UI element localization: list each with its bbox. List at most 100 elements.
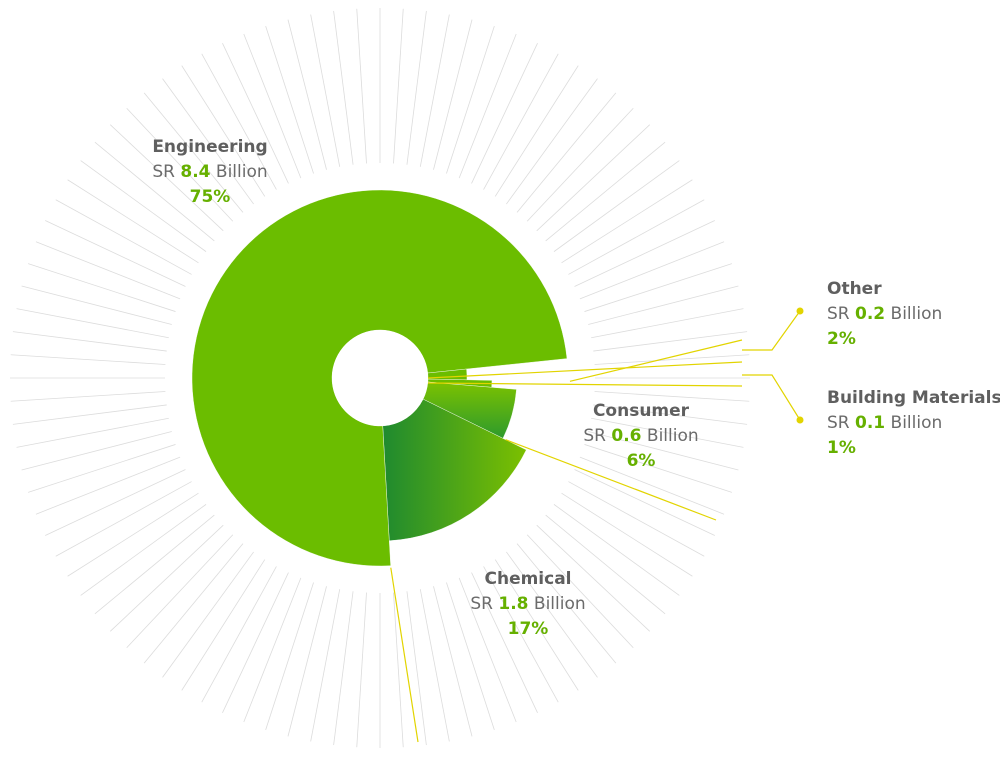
background-ray bbox=[12, 331, 167, 352]
background-ray bbox=[591, 308, 744, 339]
background-ray bbox=[594, 354, 750, 365]
background-ray bbox=[126, 534, 234, 648]
leader-line-chemical bbox=[390, 567, 419, 743]
background-ray bbox=[588, 431, 739, 471]
background-ray bbox=[419, 589, 450, 742]
background-ray bbox=[593, 331, 748, 352]
background-ray bbox=[265, 582, 314, 731]
slice-value: 1.8 bbox=[498, 594, 529, 614]
slice-value: 8.4 bbox=[180, 162, 211, 182]
leader-dot-other bbox=[796, 307, 804, 315]
background-ray bbox=[201, 566, 277, 703]
background-ray bbox=[333, 10, 354, 165]
background-ray bbox=[393, 8, 404, 164]
background-ray bbox=[94, 141, 215, 242]
slice-name: Consumer bbox=[592, 401, 690, 421]
leader-line-other-top bbox=[569, 339, 743, 382]
slice-percent: 1% bbox=[827, 438, 856, 458]
background-ray bbox=[584, 444, 733, 493]
background-ray bbox=[579, 241, 725, 300]
background-ray bbox=[222, 572, 289, 713]
background-ray bbox=[574, 220, 715, 287]
background-ray bbox=[287, 19, 327, 170]
background-ray bbox=[222, 43, 289, 184]
background-ray bbox=[287, 586, 327, 737]
background-ray bbox=[67, 179, 199, 264]
background-ray bbox=[516, 92, 617, 213]
background-ray bbox=[94, 514, 215, 615]
background-ray bbox=[494, 65, 579, 197]
background-ray bbox=[536, 524, 650, 632]
background-ray bbox=[80, 504, 207, 596]
label-building-materials: Building Materials SR 0.1 Billion 1% bbox=[827, 386, 1000, 461]
background-ray bbox=[458, 577, 517, 723]
background-ray bbox=[21, 431, 172, 471]
background-ray bbox=[310, 589, 341, 742]
background-ray bbox=[494, 559, 579, 691]
slice-percent: 17% bbox=[507, 619, 549, 639]
leader-line-building-materials-connector bbox=[742, 374, 801, 421]
background-ray bbox=[265, 25, 314, 174]
leader-dot-building-materials bbox=[796, 416, 804, 424]
background-ray bbox=[55, 481, 192, 557]
background-ray bbox=[55, 199, 192, 275]
background-ray bbox=[553, 160, 680, 252]
background-ray bbox=[27, 263, 176, 312]
background-ray bbox=[201, 53, 277, 190]
pie-slices bbox=[191, 189, 568, 567]
background-ray bbox=[243, 33, 302, 179]
background-ray bbox=[35, 456, 181, 515]
slice-percent: 2% bbox=[827, 329, 856, 349]
background-ray bbox=[506, 551, 598, 678]
background-ray bbox=[553, 504, 680, 596]
background-ray bbox=[545, 141, 666, 242]
background-ray bbox=[483, 566, 559, 703]
slice-name: Engineering bbox=[152, 137, 268, 157]
background-ray bbox=[516, 543, 617, 664]
background-ray bbox=[356, 8, 367, 164]
background-ray bbox=[536, 124, 650, 232]
background-ray bbox=[181, 65, 266, 197]
label-engineering: Engineering SR 8.4 Billion 75% bbox=[110, 135, 310, 210]
background-ray bbox=[10, 391, 166, 402]
background-ray bbox=[110, 124, 224, 232]
background-ray bbox=[568, 199, 705, 275]
slice-name: Other bbox=[827, 279, 882, 299]
slice-percent: 75% bbox=[189, 187, 231, 207]
background-ray bbox=[333, 591, 354, 746]
slice-value-line: SR 1.8 Billion bbox=[470, 594, 586, 614]
background-ray bbox=[143, 543, 244, 664]
leader-line-other bbox=[742, 310, 801, 351]
background-ray bbox=[584, 263, 733, 312]
background-ray bbox=[433, 586, 473, 737]
background-ray bbox=[126, 108, 234, 222]
background-ray bbox=[545, 514, 666, 615]
background-ray bbox=[110, 524, 224, 632]
background-ray bbox=[591, 417, 744, 448]
background-ray bbox=[80, 160, 207, 252]
leader-lines bbox=[390, 307, 804, 743]
background-ray bbox=[21, 285, 172, 325]
slice-value: 0.1 bbox=[855, 413, 886, 433]
background-ray bbox=[419, 14, 450, 167]
background-ray bbox=[16, 308, 169, 339]
label-other: Other SR 0.2 Billion 2% bbox=[827, 277, 942, 352]
background-ray bbox=[526, 108, 634, 222]
slice-name: Building Materials bbox=[827, 388, 1000, 408]
background-ray bbox=[593, 404, 748, 425]
background-ray bbox=[594, 391, 750, 402]
background-ray bbox=[471, 43, 538, 184]
background-ray bbox=[483, 53, 559, 190]
background-ray bbox=[393, 592, 404, 748]
background-ray bbox=[10, 354, 166, 365]
background-ray bbox=[471, 572, 538, 713]
leader-line-building-materials bbox=[427, 382, 743, 387]
background-ray bbox=[181, 559, 266, 691]
background-ray bbox=[406, 591, 427, 746]
background-ray bbox=[143, 92, 244, 213]
background-ray bbox=[588, 285, 739, 325]
slice-value: 0.6 bbox=[611, 426, 642, 446]
background-ray bbox=[446, 582, 495, 731]
background-ray bbox=[45, 469, 186, 536]
